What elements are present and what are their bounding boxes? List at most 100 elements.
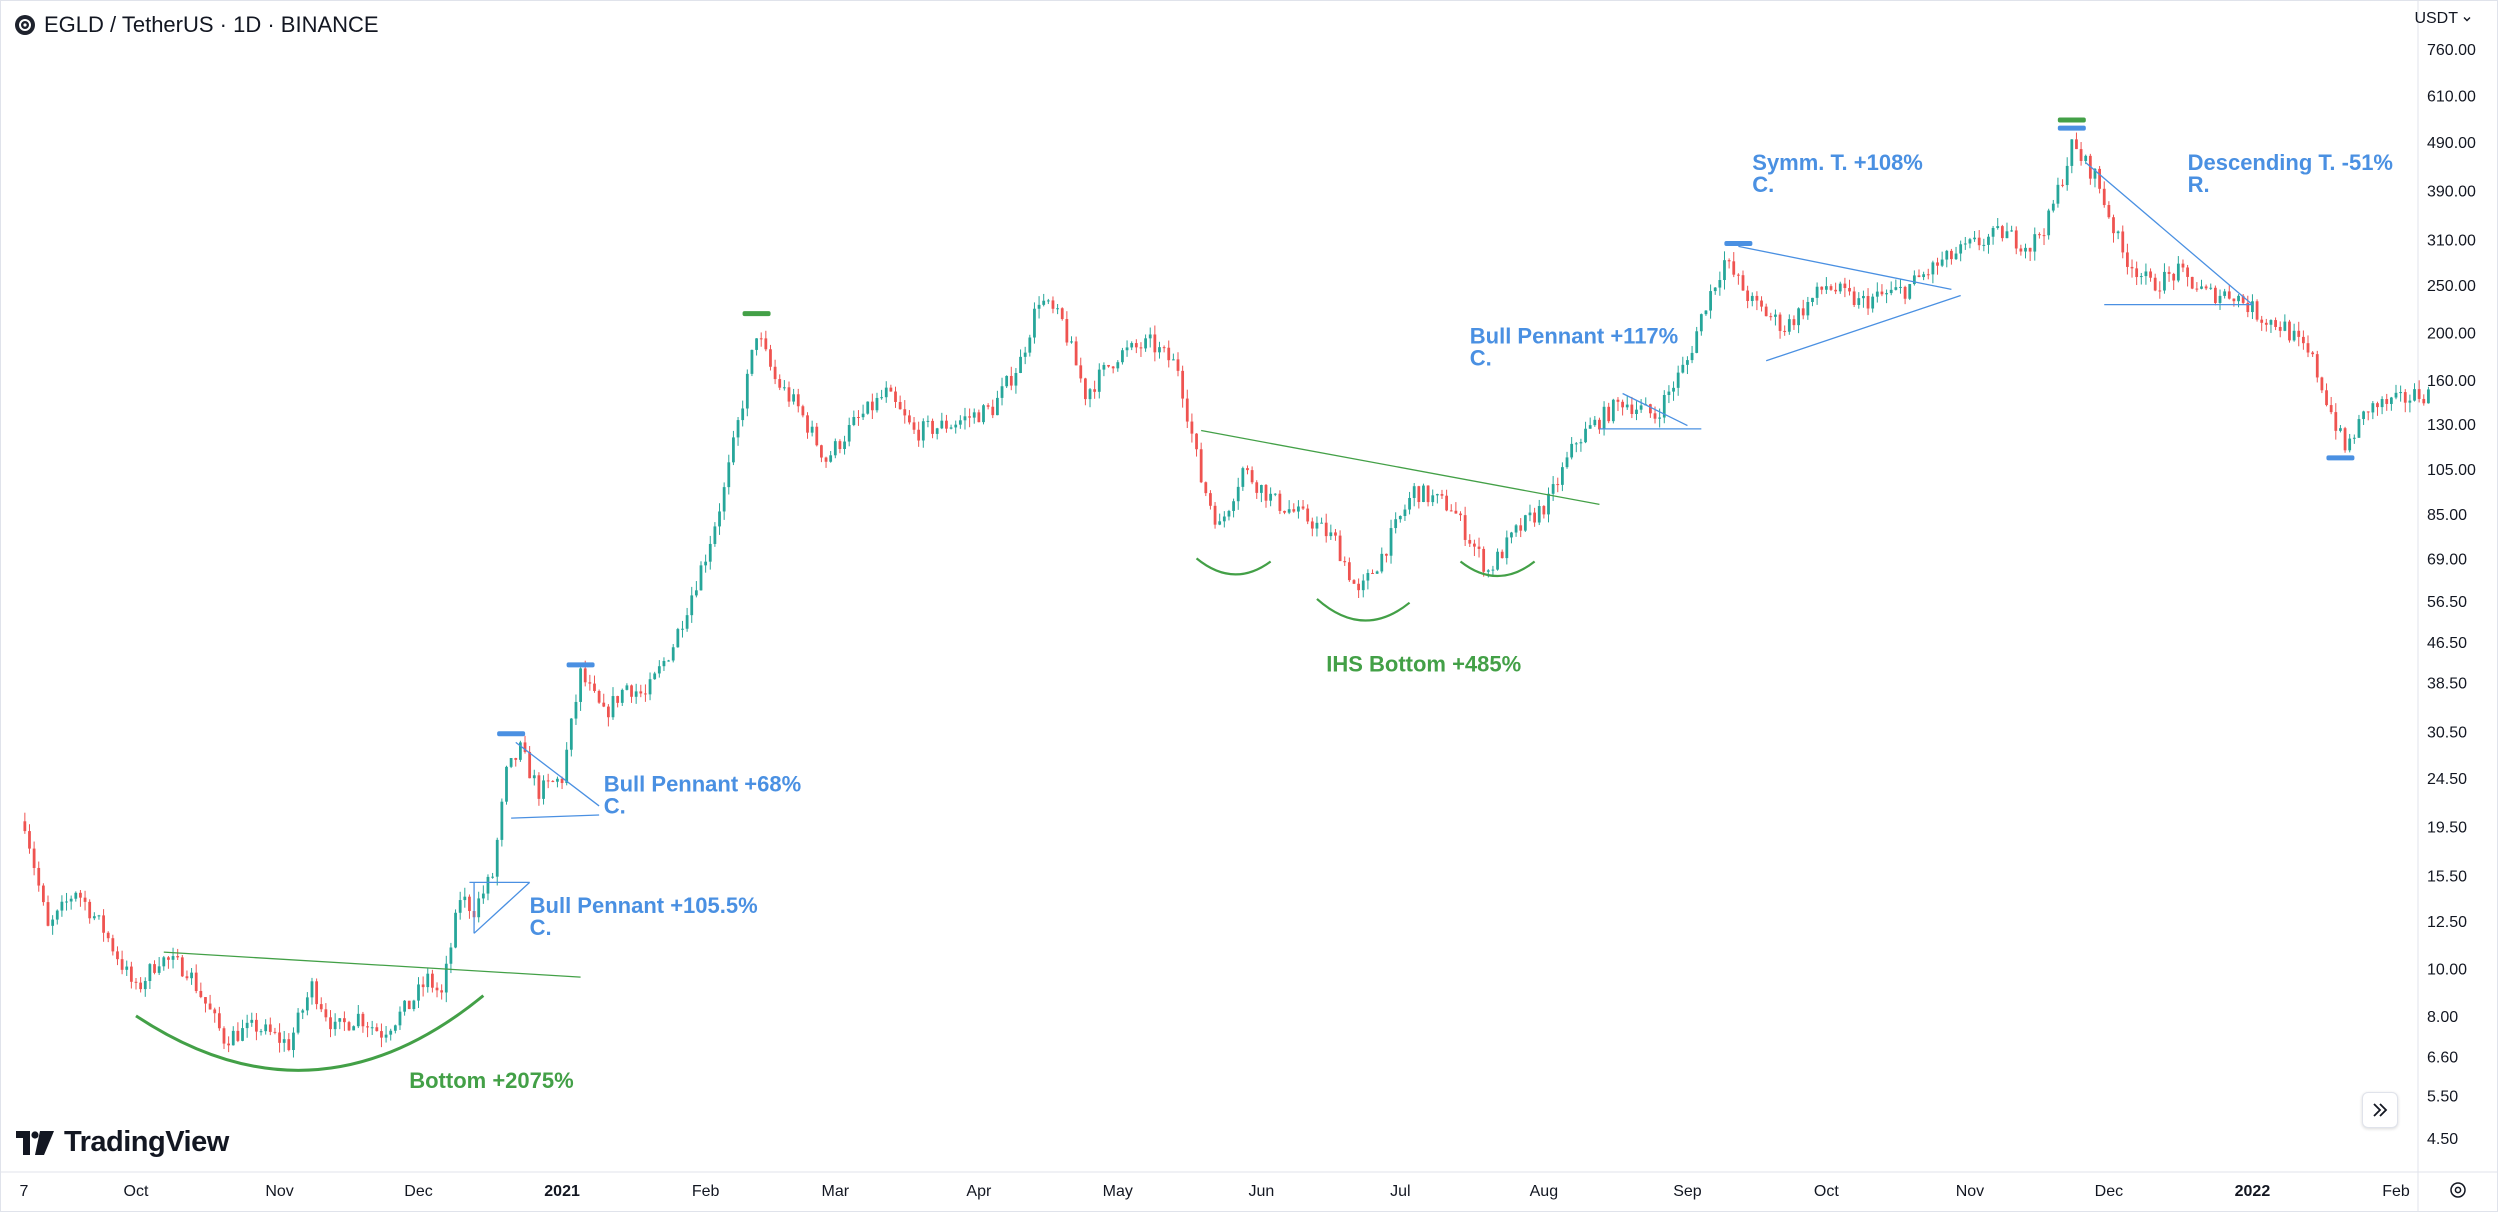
candle: [1537, 499, 1541, 526]
candle-body: [2130, 266, 2134, 269]
candle-body: [1875, 291, 1879, 297]
candle: [1764, 303, 1768, 317]
candle-body: [509, 758, 513, 767]
candle-body: [1917, 275, 1921, 278]
chart-settings-button[interactable]: [2446, 1178, 2470, 1202]
candle: [611, 687, 615, 720]
candle: [407, 1000, 411, 1010]
candle-body: [1083, 378, 1087, 400]
candle-body: [2204, 286, 2208, 289]
candle: [657, 660, 661, 678]
candle-body: [236, 1030, 240, 1041]
candle: [630, 684, 633, 703]
candle-body: [713, 526, 717, 544]
candle: [1431, 489, 1435, 507]
price-tick-label: 38.50: [2427, 675, 2467, 692]
ihs-left-shoulder: [1195, 557, 1272, 576]
candle-body: [389, 1030, 393, 1035]
candle: [1616, 397, 1620, 412]
candle: [917, 421, 921, 447]
candle-body: [1144, 338, 1147, 349]
candle-body: [750, 349, 754, 374]
candle-body: [134, 981, 138, 983]
candle: [1426, 485, 1430, 507]
candle: [2292, 323, 2296, 342]
candle: [1347, 557, 1351, 582]
candle-body: [722, 487, 726, 512]
candle-body: [1005, 375, 1009, 387]
candle: [713, 522, 717, 547]
candle-body: [1607, 406, 1611, 422]
candle: [639, 684, 643, 698]
candle: [199, 982, 203, 999]
candle: [1315, 516, 1319, 537]
ihs-head: [1316, 598, 1411, 622]
candle-body: [315, 981, 319, 1005]
candle-body: [1093, 389, 1097, 392]
peak-marker: [742, 311, 771, 317]
candle: [1334, 528, 1337, 541]
candle: [1584, 421, 1587, 444]
candle: [74, 891, 78, 902]
candle-body: [606, 706, 610, 718]
candle: [37, 861, 41, 892]
candle: [1959, 240, 1963, 262]
candle-body: [2399, 392, 2403, 394]
candle: [1385, 553, 1388, 563]
candle: [1662, 390, 1666, 424]
candle-body: [977, 412, 981, 423]
time-tick-label: Aug: [1530, 1183, 1558, 1200]
candle: [898, 395, 902, 410]
candle: [2357, 414, 2361, 438]
candle: [1019, 349, 1022, 374]
candle-body: [657, 666, 661, 674]
candle-body: [2038, 234, 2041, 236]
candle: [250, 1012, 254, 1027]
candle-body: [1528, 512, 1532, 516]
candle: [495, 837, 499, 886]
candle-body: [2232, 298, 2236, 302]
scroll-to-realtime-button[interactable]: [2362, 1092, 2398, 1128]
candle-body: [120, 959, 124, 970]
candle: [2325, 383, 2328, 407]
candle: [153, 960, 156, 975]
candle: [940, 412, 944, 430]
candle-body: [1588, 425, 1592, 429]
candle: [2005, 222, 2009, 239]
candle-body: [639, 691, 643, 694]
candle-body: [954, 424, 958, 428]
candle-body: [1778, 314, 1782, 331]
candle: [1190, 413, 1194, 443]
candle-body: [602, 702, 606, 707]
candle: [1167, 340, 1171, 368]
candle-body: [861, 413, 865, 418]
candle: [870, 393, 874, 420]
candle: [1727, 258, 1731, 269]
candle-body: [1940, 259, 1944, 266]
candle-body: [1510, 532, 1513, 538]
tradingview-logo[interactable]: TradingView: [16, 1126, 229, 1159]
candle: [1510, 531, 1513, 544]
candle-body: [477, 898, 481, 918]
candle: [83, 890, 87, 911]
chart-header: EGLD / TetherUS · 1D · BINANCE: [14, 12, 379, 38]
candle-body: [843, 441, 846, 449]
candle-body: [1871, 296, 1875, 309]
candle-body: [1991, 227, 1995, 237]
candle: [1269, 487, 1273, 507]
currency-selector[interactable]: USDT: [2414, 10, 2472, 28]
candle: [579, 667, 582, 711]
candle-body: [2098, 168, 2101, 189]
candle: [92, 912, 96, 921]
candle-body: [2237, 295, 2240, 302]
candle: [1389, 519, 1393, 564]
candle-body: [1033, 308, 1036, 338]
candle: [1292, 503, 1296, 513]
candle-body: [1273, 493, 1277, 495]
candle-body: [431, 973, 434, 988]
candle: [1977, 230, 1981, 251]
candle-body: [1213, 505, 1217, 525]
candle: [2246, 295, 2250, 318]
